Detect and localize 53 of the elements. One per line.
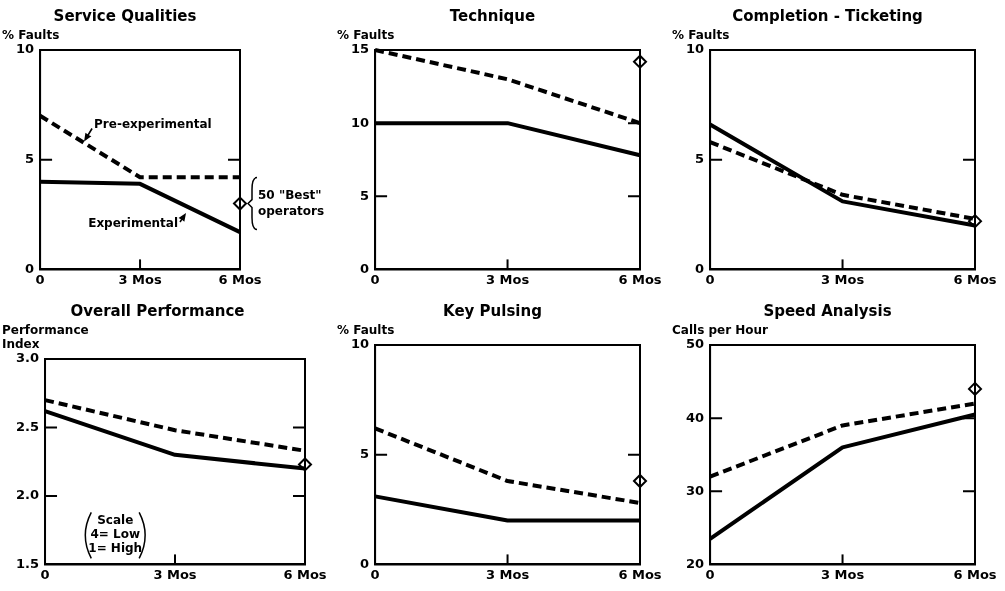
y-tick-label: 0 bbox=[360, 260, 370, 276]
x-tick-label: 6 Mos bbox=[283, 566, 327, 582]
x-tick-label: 6 Mos bbox=[218, 271, 262, 287]
y-tick-label: 5 bbox=[25, 151, 35, 167]
chart-title: Speed Analysis bbox=[763, 301, 892, 320]
y-tick-label: 20 bbox=[686, 555, 705, 571]
x-tick-label: 6 Mos bbox=[953, 271, 997, 287]
y-tick-label: 40 bbox=[686, 409, 705, 425]
x-tick-label: 0 bbox=[40, 566, 50, 582]
y-axis-title: % Faults bbox=[337, 28, 395, 43]
y-tick-label: 50 bbox=[686, 336, 705, 352]
y-tick-label: 30 bbox=[686, 482, 705, 498]
x-tick-label: 3 Mos bbox=[118, 271, 162, 287]
y-axis-title: Calls per Hour bbox=[672, 323, 769, 338]
y-tick-label: 15 bbox=[351, 41, 370, 57]
chart-title: Service Qualities bbox=[53, 6, 197, 25]
x-tick-label: 6 Mos bbox=[618, 566, 662, 582]
chart-title: Technique bbox=[449, 6, 536, 25]
x-tick-label: 3 Mos bbox=[485, 271, 530, 287]
y-tick-label: 1.5 bbox=[16, 555, 40, 571]
y-tick-label: 0 bbox=[695, 260, 705, 276]
x-tick-label: 0 bbox=[705, 271, 715, 287]
y-tick-label: 10 bbox=[351, 336, 370, 352]
y-tick-label: 10 bbox=[351, 114, 370, 130]
series-label: Pre-experimental bbox=[94, 116, 212, 131]
x-tick-label: 6 Mos bbox=[953, 566, 997, 582]
x-tick-label: 0 bbox=[370, 271, 380, 287]
series-label: 50 "Best" operators bbox=[258, 187, 325, 218]
chart-title: Overall Performance bbox=[70, 301, 245, 320]
y-tick-label: 5 bbox=[360, 187, 370, 203]
y-tick-label: 5 bbox=[695, 151, 705, 167]
y-axis-title: % Faults bbox=[337, 323, 395, 338]
x-tick-label: 3 Mos bbox=[153, 566, 197, 582]
x-tick-label: 0 bbox=[705, 566, 715, 582]
y-tick-label: 10 bbox=[686, 41, 705, 57]
y-axis-title: % Faults bbox=[672, 28, 730, 43]
y-tick-label: 0 bbox=[25, 260, 35, 276]
y-tick-label: 3.0 bbox=[16, 350, 40, 366]
legend-label: Experimental bbox=[88, 216, 179, 231]
x-tick-label: 3 Mos bbox=[485, 566, 530, 582]
y-tick-label: 10 bbox=[16, 41, 35, 57]
y-tick-label: 2.5 bbox=[16, 418, 40, 434]
x-tick-label: 3 Mos bbox=[820, 566, 865, 582]
chart-title: Completion - Ticketing bbox=[732, 6, 923, 25]
y-tick-label: 5 bbox=[360, 446, 370, 462]
x-tick-label: 6 Mos bbox=[618, 271, 662, 287]
y-tick-label: 2.0 bbox=[16, 487, 40, 503]
x-tick-label: 3 Mos bbox=[820, 271, 865, 287]
y-axis-title: % Faults bbox=[2, 28, 60, 43]
y-tick-label: 0 bbox=[360, 555, 370, 571]
y-axis-title: Performance Index bbox=[2, 323, 89, 352]
chart-title: Key Pulsing bbox=[443, 301, 542, 320]
x-tick-label: 0 bbox=[370, 566, 380, 582]
